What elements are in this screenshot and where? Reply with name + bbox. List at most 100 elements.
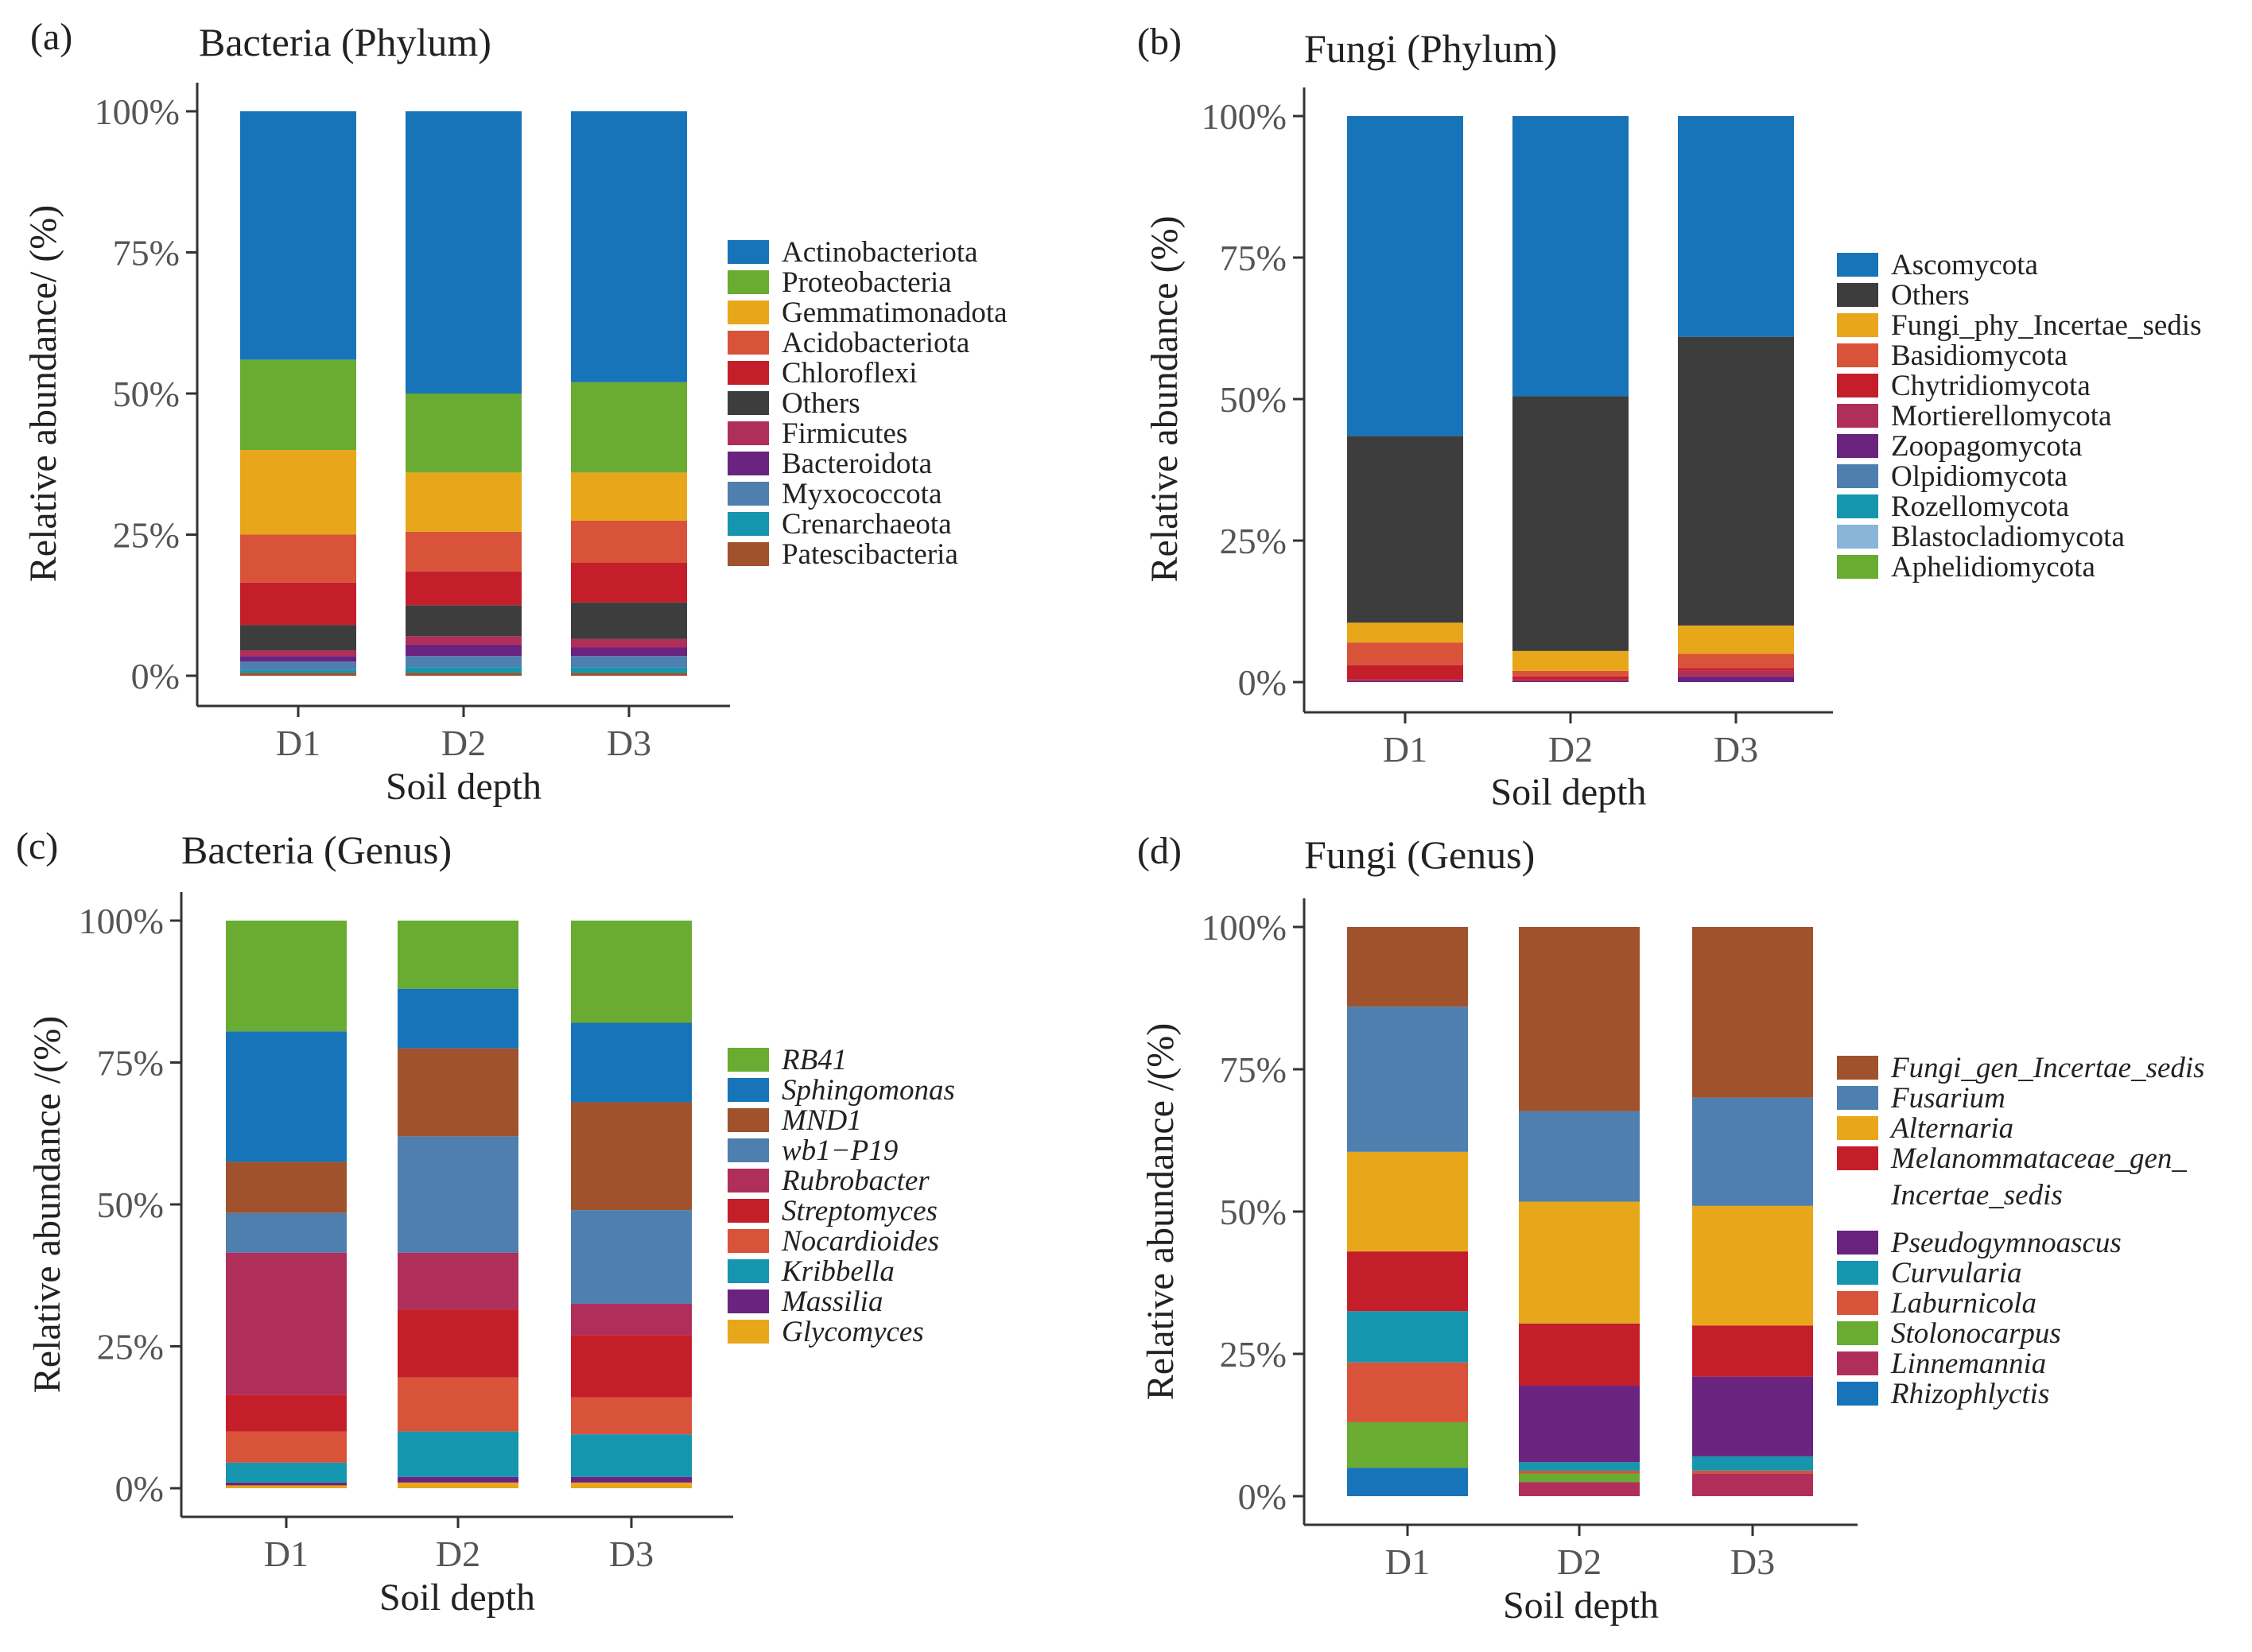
- legend-swatch: [728, 1078, 769, 1102]
- bar-segment-D1-rubrobacter: [226, 1252, 347, 1395]
- bar-segment-D1-myxococcota: [240, 661, 356, 670]
- legend-label: Rubrobacter: [781, 1165, 930, 1197]
- chart-title-a: Bacteria (Phylum): [199, 20, 491, 64]
- legend-swatch: [728, 301, 769, 324]
- legend-label: Aphelidiomycota: [1891, 551, 2095, 584]
- bar-segment-D3-massilia: [571, 1476, 692, 1483]
- bar-segment-D3-acidobacteriota: [571, 520, 687, 563]
- legend-label: Incertae_sedis: [1890, 1179, 2063, 1212]
- chart-title-d: Fungi (Genus): [1304, 832, 1535, 877]
- legend-swatch: [1837, 343, 1878, 367]
- x-tick-label-D3: D3: [1730, 1541, 1775, 1582]
- bar-segment-D3-streptomyces: [571, 1335, 692, 1398]
- legend-label: Actinobacteriota: [782, 236, 978, 269]
- bar-segment-D3-chloroflexi: [571, 563, 687, 603]
- bar-segment-D3-proteobacteria: [571, 382, 687, 473]
- bar-segment-D1-rhizophlyctis: [1347, 1468, 1468, 1496]
- chart-d-svg: (d) Fungi (Genus) 0% 25% 50% 75% 100% Relative …: [1137, 830, 2205, 1627]
- bar-segment-D2-gemmatimonadota: [406, 472, 522, 532]
- bar-segment-D1-acidobacteriota: [240, 534, 356, 583]
- bar-segment-D1-others: [240, 625, 356, 651]
- legend-swatch: [1837, 1382, 1878, 1406]
- bar-segment-D3-fungi-gen-incertae-sedis: [1692, 927, 1813, 1098]
- bar-segment-D3-actinobacteriota: [571, 111, 687, 382]
- panel-label-b: (b): [1137, 21, 1182, 63]
- legend-label: Zoopagomycota: [1891, 430, 2082, 463]
- bar-segment-D2-massilia: [398, 1476, 518, 1483]
- bar-segment-D1-mnd1: [226, 1161, 347, 1213]
- legend-swatch: [728, 391, 769, 415]
- bar-segment-D3-melanommataceae-gen-incertae-sedis: [1692, 1325, 1813, 1377]
- bar-segment-D2-wb1-p19: [398, 1136, 518, 1253]
- chart-a-svg: (a) Bacteria (Phylum) 0% 25% 50% 75% 100% Relat…: [22, 16, 1008, 808]
- legend-label: Massilia: [781, 1286, 883, 1318]
- bar-segment-D3-rubrobacter: [571, 1303, 692, 1336]
- bar-segment-D1-bacteroidota: [240, 656, 356, 662]
- y-tick-label: 0%: [1238, 662, 1287, 703]
- legend-swatch: [728, 1259, 769, 1283]
- legend-swatch: [728, 1169, 769, 1192]
- bar-segment-D3-bacteroidota: [571, 647, 687, 657]
- bar-segment-D1-fungi-phy-incertae-sedis: [1347, 622, 1463, 643]
- x-tick-label-D2: D2: [436, 1534, 480, 1574]
- legend-label: Mortierellomycota: [1891, 400, 2111, 432]
- legend-swatch: [728, 482, 769, 506]
- legend-swatch: [728, 542, 769, 566]
- bar-segment-D1-laburnicola: [1347, 1362, 1468, 1422]
- bar-segment-D2-laburnicola: [1519, 1470, 1640, 1474]
- legend-label: Glycomyces: [782, 1316, 924, 1348]
- x-tick-label-D2: D2: [1557, 1541, 1602, 1582]
- bar-segment-D3-chytridiomycota: [1678, 668, 1794, 671]
- y-tick-label: 50%: [1220, 379, 1287, 420]
- legend-label: Blastocladiomycota: [1891, 521, 2125, 553]
- bar-segment-D2-fusarium: [1519, 1111, 1640, 1202]
- panel-b: (b) Fungi (Phylum) 0% 25% 50% 75% 100% Relative…: [1113, 0, 2252, 819]
- bar-segment-D1-streptomyces: [226, 1394, 347, 1432]
- legend-swatch: [728, 1108, 769, 1132]
- panel-d: (d) Fungi (Genus) 0% 25% 50% 75% 100% Relative …: [1113, 819, 2252, 1652]
- x-axis-label-b: Soil depth: [1490, 771, 1646, 813]
- legend-label: Linnemannia: [1890, 1348, 2046, 1380]
- legend-label: Stolonocarpus: [1891, 1317, 2061, 1350]
- legend-swatch: [1837, 525, 1878, 549]
- bar-segment-D1-mortierellomycota: [1347, 679, 1463, 681]
- bar-segment-D3-firmicutes: [571, 638, 687, 648]
- legend-label: Streptomyces: [782, 1195, 938, 1227]
- legend-swatch: [728, 512, 769, 536]
- bar-segment-D2-mortierellomycota: [1512, 679, 1629, 681]
- bar-segment-D1-gemmatimonadota: [240, 450, 356, 535]
- bar-segment-D1-basidiomycota: [1347, 642, 1463, 665]
- bar-segment-D2-pseudogymnoascus: [1519, 1386, 1640, 1463]
- panel-label-c: (c): [16, 825, 58, 867]
- bar-segment-D3-patescibacteria: [571, 673, 687, 676]
- bar-segment-D3-linnemannia: [1692, 1473, 1813, 1496]
- legend-swatch: [728, 331, 769, 355]
- bar-segment-D2-nocardioides: [398, 1377, 518, 1432]
- legend-swatch: [1837, 374, 1878, 397]
- y-tick-label: 50%: [113, 374, 180, 414]
- bar-segment-D2-rb41: [398, 921, 518, 989]
- legend-label: RB41: [781, 1044, 847, 1076]
- bar-segment-D2-linnemannia: [1519, 1482, 1640, 1496]
- bar-segment-D1-chloroflexi: [240, 582, 356, 626]
- legend-label: Rozellomycota: [1891, 491, 2069, 523]
- chart-title-b: Fungi (Phylum): [1304, 26, 1557, 71]
- chart-b-svg: (b) Fungi (Phylum) 0% 25% 50% 75% 100% Relative…: [1137, 21, 2201, 813]
- y-tick-label: 25%: [97, 1327, 164, 1367]
- y-tick-label: 75%: [1220, 238, 1287, 278]
- legend-label: Firmicutes: [782, 417, 907, 450]
- y-tick-label: 100%: [1202, 96, 1287, 137]
- bar-segment-D2-acidobacteriota: [406, 531, 522, 572]
- y-axis-label-a: Relative abundance/ (%): [22, 205, 64, 582]
- y-tick-label: 0%: [115, 1468, 164, 1509]
- bar-segment-D3-others: [1678, 336, 1794, 626]
- y-tick-label: 25%: [1220, 1334, 1287, 1375]
- bar-segment-D1-zoopagomycota: [1347, 681, 1463, 682]
- legend-label: Chytridiomycota: [1891, 370, 2091, 402]
- legend-label: Pseudogymnoascus: [1890, 1227, 2122, 1259]
- legend-swatch: [728, 1289, 769, 1313]
- legend-swatch: [728, 1048, 769, 1072]
- bar-segment-D3-others: [571, 602, 687, 639]
- legend-swatch: [1837, 1231, 1878, 1255]
- bar-segment-D2-sphingomonas: [398, 988, 518, 1049]
